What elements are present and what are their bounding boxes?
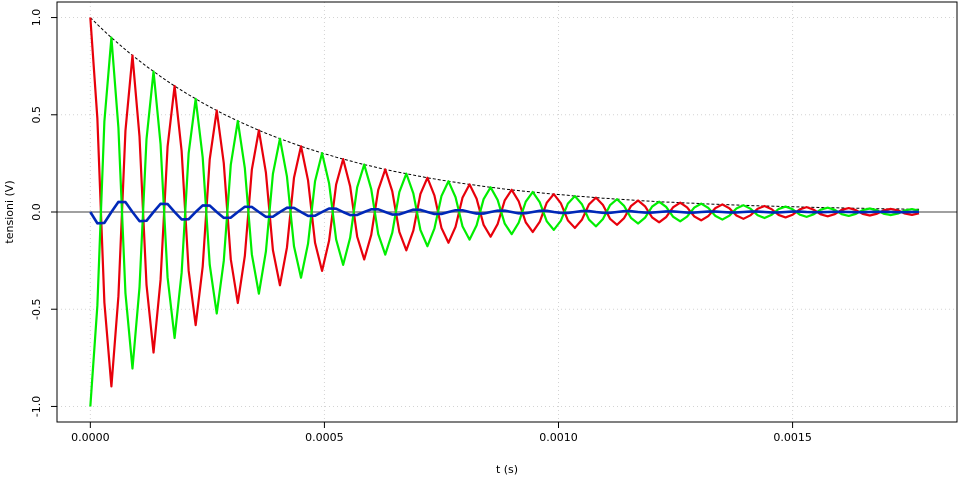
- x-tick-label: 0.0005: [305, 431, 344, 444]
- y-tick-label: -0.5: [30, 298, 43, 319]
- signal-line: [89, 36, 920, 407]
- plot-frame: [56, 1, 958, 423]
- y-tick-label: 1.0: [30, 9, 43, 27]
- x-tick-label: 0.0015: [773, 431, 812, 444]
- x-tick-label: 0.0010: [539, 431, 578, 444]
- envelope-line: [89, 17, 920, 210]
- signal-line: [89, 17, 920, 388]
- y-axis-label: tensioni (V): [3, 180, 16, 243]
- y-tick-label: 0.5: [30, 106, 43, 124]
- signal-line: [89, 200, 920, 225]
- x-tick-label: 0.0000: [71, 431, 110, 444]
- y-tick-label: 0.0: [30, 203, 43, 221]
- x-axis-label: t (s): [496, 463, 518, 476]
- y-tick-label: -1.0: [30, 396, 43, 417]
